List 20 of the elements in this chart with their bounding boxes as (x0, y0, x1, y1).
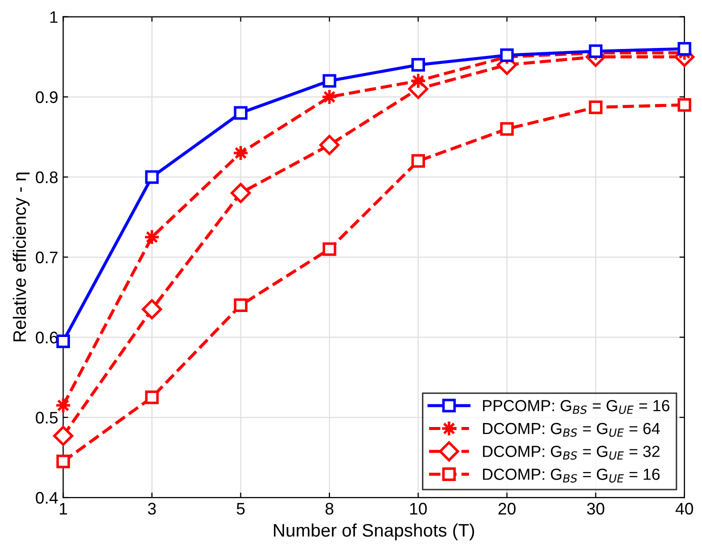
x-axis-title: Number of Snapshots (T) (274, 523, 474, 540)
x-tick-label: 1 (60, 502, 67, 514)
legend-label: DCOMP: G$_{BS}$ = G$_{UE}$ = 64 (483, 422, 660, 437)
y-axis-title: Relative efficiency - η (12, 172, 30, 342)
y-tick-label: 1 (50, 11, 58, 23)
x-tick-label: 3 (148, 502, 156, 515)
x-tick-label: 40 (676, 502, 694, 515)
x-tick-label: 30 (587, 502, 604, 515)
y-tick-label: 0.9 (36, 91, 58, 104)
y-tick-label: 0.8 (36, 171, 58, 184)
x-tick-label: 10 (410, 502, 427, 515)
x-tick-label: 20 (498, 502, 516, 515)
legend-label: PPCOMP: G$_{BS}$ = G$_{UE}$ = 16 (483, 400, 670, 414)
y-tick-label: 0.5 (36, 412, 58, 424)
legend-label: DCOMP: G$_{BS}$ = G$_{UE}$ = 32 (483, 446, 660, 460)
y-tick-label: 0.4 (36, 492, 58, 504)
x-tick-label: 5 (236, 502, 245, 515)
legend-label: DCOMP: G$_{BS}$ = G$_{UE}$ = 16 (483, 468, 660, 483)
x-tick-label: 8 (326, 502, 334, 515)
y-tick-label: 0.7 (36, 252, 58, 264)
